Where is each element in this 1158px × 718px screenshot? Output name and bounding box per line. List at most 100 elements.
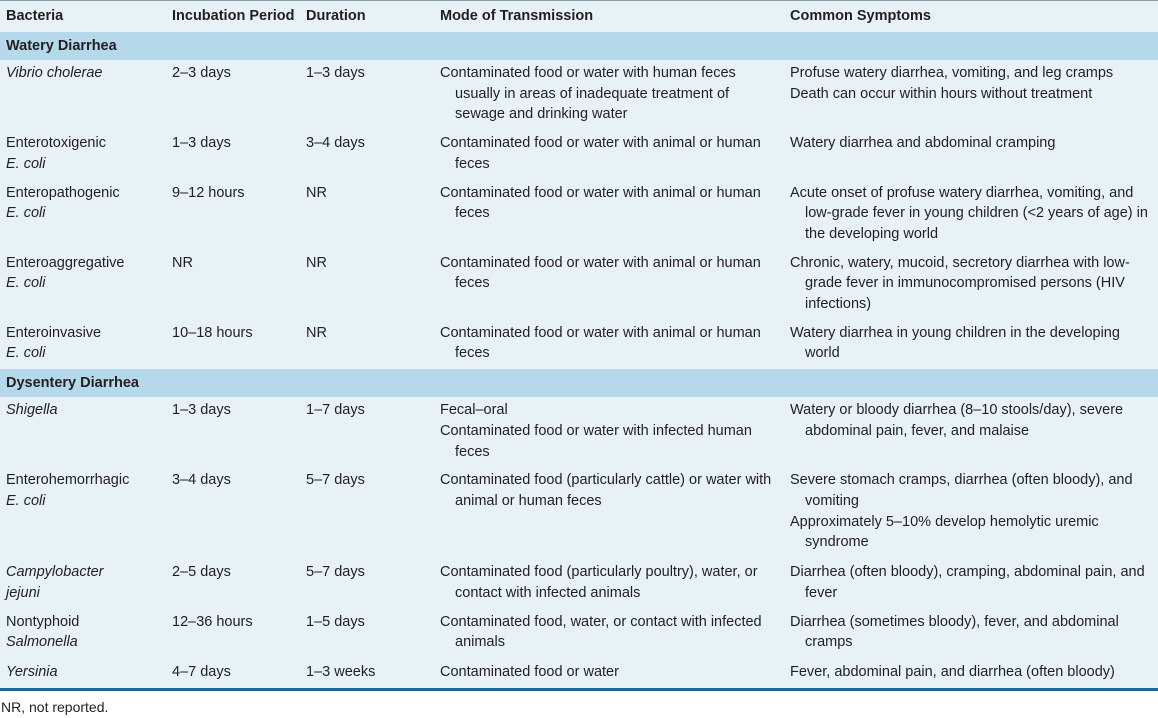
symptom-line: Watery diarrhea in young children in the… (790, 324, 1120, 362)
incubation-cell: 3–4 days (172, 472, 231, 489)
table-row: Enteropathogenic E. coli 9–12 hours NR Co… (0, 180, 1158, 250)
header-duration: Duration (306, 8, 366, 24)
incubation-cell: 10–18 hours (172, 324, 253, 341)
bacteria-cell: Campylobacter jejuni (0, 559, 166, 608)
duration-cell: 1–7 days (306, 402, 365, 419)
bacteria-name: Nontyphoid (6, 613, 80, 630)
table-row: Enteroaggregative E. coli NR NR Contamina… (0, 250, 1158, 320)
table-row: Shigella 1–3 days 1–7 days Fecal–oral Con… (0, 397, 1158, 467)
header-row: Bacteria Incubation Period Duration Mode… (0, 1, 1158, 33)
bacteria-name: E. coli (6, 275, 46, 292)
symptoms-cell: Watery diarrhea and abdominal cramping (784, 130, 1158, 179)
transmission-cell: Contaminated food, water, or contact wit… (434, 609, 784, 659)
table-row: Enteroinvasive E. coli 10–18 hours NR Con… (0, 320, 1158, 369)
header-transmission: Mode of Transmission (440, 8, 594, 24)
bacteria-name: jejuni (6, 584, 40, 601)
section-row: Watery Diarrhea (0, 32, 1158, 60)
symptoms-cell: Watery diarrhea in young children in the… (784, 320, 1158, 369)
transmission-line: Contaminated food, water, or contact wit… (440, 613, 762, 651)
symptom-line: Approximately 5–10% develop hemolytic ur… (790, 513, 1099, 551)
duration-cell: 3–4 days (306, 135, 365, 152)
duration-cell: NR (306, 184, 327, 201)
bacteria-cell: Enterohemorrhagic E. coli (0, 467, 166, 559)
bacteria-name: E. coli (6, 155, 46, 172)
bacteria-cell: Vibrio cholerae (0, 60, 166, 130)
bacteria-name: E. coli (6, 345, 46, 362)
bacteria-name: Enteroaggregative (6, 254, 125, 271)
table-row: Yersinia 4–7 days 1–3 weeks Contaminated… (0, 659, 1158, 690)
transmission-line: Contaminated food or water with human fe… (440, 65, 736, 123)
symptom-line: Watery diarrhea and abdominal cramping (790, 135, 1056, 152)
section-title: Dysentery Diarrhea (0, 369, 1158, 398)
duration-cell: NR (306, 324, 327, 341)
bacteria-cell: Shigella (0, 397, 166, 467)
symptom-line: Profuse watery diarrhea, vomiting, and l… (790, 65, 1114, 81)
transmission-line: Contaminated food (particularly poultry)… (440, 564, 758, 601)
footnote: NR, not reported. (1, 699, 109, 715)
table-row: Vibrio cholerae 2–3 days 1–3 days Contam… (0, 60, 1158, 130)
transmission-line: Contaminated food or water with infected… (440, 422, 752, 460)
transmission-line: Contaminated food or water (440, 663, 619, 680)
bacteria-name: Enteropathogenic (6, 184, 120, 201)
transmission-line: Contaminated food or water with animal o… (440, 184, 761, 222)
transmission-line: Contaminated food (particularly cattle) … (440, 472, 772, 509)
symptom-line: Acute onset of profuse watery diarrhea, … (790, 184, 1148, 242)
transmission-cell: Contaminated food (particularly poultry)… (434, 559, 784, 608)
bacteria-cell: Yersinia (0, 659, 166, 690)
incubation-cell: 1–3 days (172, 135, 231, 152)
transmission-cell: Contaminated food or water with animal o… (434, 130, 784, 179)
duration-cell: 1–3 weeks (306, 663, 376, 680)
bacteria-name: Vibrio cholerae (6, 65, 103, 81)
table-row: Nontyphoid Salmonella 12–36 hours 1–5 day… (0, 609, 1158, 659)
symptom-line: Death can occur within hours without tre… (790, 85, 1093, 102)
bacteria-cell: Enterotoxigenic E. coli (0, 130, 166, 179)
bacteria-name: E. coli (6, 205, 46, 222)
transmission-line: Contaminated food or water with animal o… (440, 324, 761, 362)
duration-cell: 5–7 days (306, 472, 365, 489)
transmission-cell: Contaminated food or water with animal o… (434, 250, 784, 320)
transmission-cell: Contaminated food (particularly cattle) … (434, 467, 784, 559)
bacteria-cell: Nontyphoid Salmonella (0, 609, 166, 659)
header-bacteria: Bacteria (6, 8, 64, 24)
bacteria-name: E. coli (6, 492, 46, 509)
transmission-line: Contaminated food or water with animal o… (440, 254, 761, 292)
duration-cell: NR (306, 254, 327, 271)
symptom-line: Chronic, watery, mucoid, secretory diarr… (790, 254, 1130, 313)
symptoms-cell: Fever, abdominal pain, and diarrhea (oft… (784, 659, 1158, 690)
incubation-cell: 2–3 days (172, 65, 231, 81)
transmission-line: Contaminated food or water with animal o… (440, 135, 761, 172)
symptoms-cell: Watery or bloody diarrhea (8–10 stools/d… (784, 397, 1158, 467)
symptom-line: Watery or bloody diarrhea (8–10 stools/d… (790, 402, 1124, 439)
table-row: Campylobacter jejuni 2–5 days 5–7 days Co… (0, 559, 1158, 608)
bacteria-cell: Enteroinvasive E. coli (0, 320, 166, 369)
duration-cell: 5–7 days (306, 564, 365, 581)
symptoms-cell: Acute onset of profuse watery diarrhea, … (784, 180, 1158, 250)
bacteria-name: Enterotoxigenic (6, 135, 106, 152)
section-title: Watery Diarrhea (0, 32, 1158, 60)
incubation-cell: 12–36 hours (172, 613, 253, 630)
transmission-cell: Contaminated food or water (434, 659, 784, 690)
symptoms-cell: Profuse watery diarrhea, vomiting, and l… (784, 60, 1158, 130)
duration-cell: 1–5 days (306, 613, 365, 630)
table-row: Enterotoxigenic E. coli 1–3 days 3–4 days… (0, 130, 1158, 179)
header-incubation: Incubation Period (172, 8, 295, 24)
bacteria-name: Enteroinvasive (6, 324, 102, 341)
symptoms-cell: Diarrhea (sometimes bloody), fever, and … (784, 609, 1158, 659)
duration-cell: 1–3 days (306, 65, 365, 81)
transmission-line: Fecal–oral (440, 402, 508, 419)
symptoms-cell: Diarrhea (often bloody), cramping, abdom… (784, 559, 1158, 608)
section-row: Dysentery Diarrhea (0, 369, 1158, 398)
bacteria-cell: Enteroaggregative E. coli (0, 250, 166, 320)
bacteria-name: Campylobacter (6, 564, 104, 581)
transmission-cell: Contaminated food or water with human fe… (434, 60, 784, 130)
bacteria-cell: Enteropathogenic E. coli (0, 180, 166, 250)
symptoms-cell: Severe stomach cramps, diarrhea (often b… (784, 467, 1158, 559)
symptom-line: Diarrhea (sometimes bloody), fever, and … (790, 613, 1119, 651)
bacteria-name: Yersinia (6, 663, 58, 680)
symptoms-cell: Chronic, watery, mucoid, secretory diarr… (784, 250, 1158, 320)
incubation-cell: NR (172, 254, 193, 271)
symptom-line: Fever, abdominal pain, and diarrhea (oft… (790, 663, 1115, 680)
table-row: Enterohemorrhagic E. coli 3–4 days 5–7 da… (0, 467, 1158, 559)
symptom-line: Severe stomach cramps, diarrhea (often b… (790, 472, 1133, 509)
bacteria-name: Salmonella (6, 634, 78, 651)
